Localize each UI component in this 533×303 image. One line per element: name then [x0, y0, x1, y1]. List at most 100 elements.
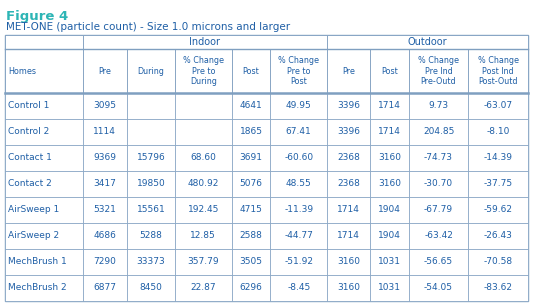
Bar: [327, 49, 370, 93]
Text: Outdoor: Outdoor: [408, 37, 447, 47]
Bar: [327, 93, 370, 119]
Text: 3160: 3160: [378, 154, 401, 162]
Bar: [175, 223, 232, 249]
Text: 8450: 8450: [140, 284, 163, 292]
Bar: [232, 49, 270, 93]
Bar: [175, 93, 232, 119]
Text: 3417: 3417: [93, 179, 116, 188]
Text: Post: Post: [243, 66, 260, 75]
Bar: [5, 171, 83, 197]
Bar: [409, 49, 469, 93]
Bar: [270, 93, 327, 119]
Text: Contact 2: Contact 2: [8, 179, 52, 188]
Bar: [327, 275, 370, 301]
Bar: [5, 223, 83, 249]
Text: Post: Post: [381, 66, 398, 75]
Bar: [327, 35, 528, 49]
Bar: [127, 119, 175, 145]
Text: Pre: Pre: [342, 66, 355, 75]
Text: 12.85: 12.85: [190, 231, 216, 241]
Text: -30.70: -30.70: [424, 179, 453, 188]
Text: 7290: 7290: [93, 258, 116, 267]
Text: Contact 1: Contact 1: [8, 154, 52, 162]
Bar: [232, 93, 270, 119]
Bar: [175, 275, 232, 301]
Bar: [469, 249, 528, 275]
Text: -67.79: -67.79: [424, 205, 453, 215]
Bar: [5, 249, 83, 275]
Bar: [83, 171, 127, 197]
Text: 3396: 3396: [337, 102, 360, 111]
Text: 3505: 3505: [239, 258, 262, 267]
Bar: [469, 223, 528, 249]
Text: MechBrush 2: MechBrush 2: [8, 284, 67, 292]
Text: % Change
Pre to
Post: % Change Pre to Post: [278, 56, 319, 86]
Bar: [232, 119, 270, 145]
Text: -74.73: -74.73: [424, 154, 453, 162]
Text: 4641: 4641: [240, 102, 262, 111]
Bar: [5, 49, 83, 93]
Bar: [370, 171, 409, 197]
Text: 1114: 1114: [93, 128, 116, 136]
Text: -44.77: -44.77: [284, 231, 313, 241]
Bar: [5, 145, 83, 171]
Bar: [5, 275, 83, 301]
Bar: [127, 197, 175, 223]
Text: 15796: 15796: [137, 154, 165, 162]
Bar: [327, 197, 370, 223]
Bar: [232, 145, 270, 171]
Bar: [370, 93, 409, 119]
Bar: [175, 119, 232, 145]
Bar: [5, 197, 83, 223]
Text: % Change
Post Ind
Post-Outd: % Change Post Ind Post-Outd: [478, 56, 519, 86]
Bar: [327, 223, 370, 249]
Text: 5076: 5076: [239, 179, 262, 188]
Text: 4715: 4715: [239, 205, 262, 215]
Text: During: During: [138, 66, 165, 75]
Bar: [370, 249, 409, 275]
Text: 1714: 1714: [337, 231, 360, 241]
Text: 1904: 1904: [378, 231, 401, 241]
Text: -8.45: -8.45: [287, 284, 310, 292]
Text: Homes: Homes: [8, 66, 36, 75]
Text: 1865: 1865: [239, 128, 262, 136]
Text: 6877: 6877: [93, 284, 116, 292]
Bar: [270, 145, 327, 171]
Text: 2368: 2368: [337, 179, 360, 188]
Bar: [270, 49, 327, 93]
Text: 2368: 2368: [337, 154, 360, 162]
Text: -70.58: -70.58: [483, 258, 513, 267]
Text: Control 2: Control 2: [8, 128, 49, 136]
Bar: [127, 145, 175, 171]
Text: 192.45: 192.45: [188, 205, 219, 215]
Text: 3095: 3095: [93, 102, 116, 111]
Bar: [370, 275, 409, 301]
Text: 4686: 4686: [93, 231, 116, 241]
Text: -26.43: -26.43: [484, 231, 513, 241]
Text: 49.95: 49.95: [286, 102, 312, 111]
Bar: [127, 171, 175, 197]
Bar: [175, 197, 232, 223]
Bar: [469, 93, 528, 119]
Text: AirSweep 1: AirSweep 1: [8, 205, 59, 215]
Text: % Change
Pre to
During: % Change Pre to During: [183, 56, 224, 86]
Bar: [270, 171, 327, 197]
Bar: [232, 171, 270, 197]
Bar: [370, 145, 409, 171]
Text: Figure 4: Figure 4: [6, 10, 68, 23]
Text: 15561: 15561: [137, 205, 165, 215]
Bar: [5, 35, 83, 49]
Text: 1904: 1904: [378, 205, 401, 215]
Bar: [469, 275, 528, 301]
Text: -59.62: -59.62: [483, 205, 513, 215]
Text: 1031: 1031: [378, 258, 401, 267]
Bar: [370, 197, 409, 223]
Bar: [175, 49, 232, 93]
Text: -63.42: -63.42: [424, 231, 453, 241]
Bar: [5, 93, 83, 119]
Text: 19850: 19850: [137, 179, 165, 188]
Bar: [327, 171, 370, 197]
Bar: [83, 35, 327, 49]
Text: -83.62: -83.62: [483, 284, 513, 292]
Bar: [232, 249, 270, 275]
